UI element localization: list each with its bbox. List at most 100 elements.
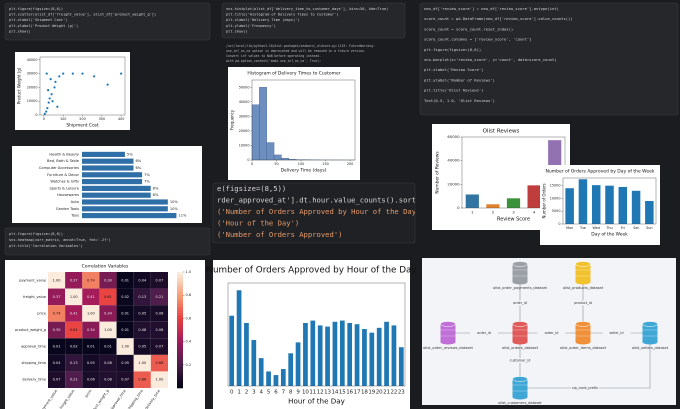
bar <box>310 320 316 386</box>
scatter-point <box>45 72 48 75</box>
heatmap-cell <box>48 354 66 372</box>
y-axis-label: Number of Orders <box>541 183 546 218</box>
scatter-point <box>53 86 56 89</box>
heatmap-cell <box>150 354 168 372</box>
node-label: olist_products_dataset <box>563 286 604 290</box>
edge-label: order_id <box>545 331 559 335</box>
edge-label-bg <box>537 330 566 336</box>
node-bottom <box>575 279 591 285</box>
colorbar-segment <box>177 306 183 310</box>
bar <box>631 190 641 224</box>
cell-label: 1.00 <box>138 361 146 365</box>
x-tick-label: 22 <box>390 389 397 395</box>
y-tick-label: 15000 <box>550 184 561 188</box>
cell-label: 0.21 <box>156 295 164 299</box>
cell-label: 0.07 <box>156 345 164 349</box>
x-tick-label: 200 <box>347 162 353 166</box>
heatmap-cell <box>133 338 151 355</box>
colorbar-segment <box>177 295 183 299</box>
code-line: score_count.columns = ['review_score', '… <box>424 37 531 42</box>
x-tick-label: 100 <box>60 117 66 121</box>
bar <box>258 358 264 386</box>
category-label: Housewares <box>57 193 79 197</box>
row-label: payment_value <box>19 278 46 282</box>
colorbar-segment <box>177 286 183 290</box>
colorbar-segment <box>177 356 183 360</box>
heatmap-cell <box>48 321 66 339</box>
cell-label: 0.37 <box>53 295 61 299</box>
histogram-bar <box>259 87 267 161</box>
cell-label: 0.01 <box>53 345 61 349</box>
x-tick-label: 2 <box>245 389 249 395</box>
edge-label-bg <box>569 300 597 306</box>
plot-frame <box>227 282 406 387</box>
heatmap-cell <box>99 272 117 289</box>
x-tick-label: 20 <box>376 389 383 395</box>
category-label: Watches & Gifts <box>50 180 79 184</box>
code-line: plt.title('Histogram of Delivery Times t… <box>226 13 339 17</box>
code-clip: /usr/local/lib/python3.10/dist-packages/… <box>226 44 375 63</box>
cell-label: 0.30 <box>104 278 112 282</box>
colorbar-segment <box>177 321 183 325</box>
bar <box>565 188 574 224</box>
cell-label: 0.02 <box>121 295 129 299</box>
y-tick-label: 0 <box>247 158 249 162</box>
heatmap-cell <box>150 321 168 339</box>
x-tick-label: 4 <box>259 389 263 395</box>
heatmap-cell <box>65 272 83 289</box>
y-tick-label: 40000 <box>239 100 250 104</box>
cell-label: 0.66 <box>156 361 164 365</box>
scatter-point <box>81 72 84 75</box>
x-tick-label: 15 <box>339 389 346 395</box>
code-line: sns.heatmap(corr_matrix, annot=True, fmt… <box>9 238 111 242</box>
cell-label: 0.07 <box>53 378 61 382</box>
row-label: freight_value <box>23 295 46 299</box>
value-label: 10% <box>170 207 179 211</box>
x-tick-label: 8 <box>289 389 293 395</box>
cell-label: 0.74 <box>53 311 62 315</box>
y-tick-label: 20000 <box>239 129 250 133</box>
code-line: ('Number of Orders Approved by Hour of t… <box>217 207 425 216</box>
heatmap-cell <box>65 305 83 322</box>
colorbar-segment <box>177 385 183 389</box>
scatter-point <box>54 80 57 83</box>
scatter-point <box>51 100 54 103</box>
heatmap-cell <box>65 321 83 339</box>
scatter-point <box>58 75 61 78</box>
heatmap-cell <box>116 321 134 339</box>
cell-label: 0.06 <box>156 311 164 315</box>
heatmap-cell <box>133 321 151 339</box>
scatter-point <box>62 72 65 75</box>
x-tick-label: 23 <box>398 389 405 395</box>
x-tick-label: 2 <box>492 209 495 214</box>
node-body <box>575 264 591 282</box>
node-label: olist_order_payments_dataset <box>493 286 548 290</box>
x-tick-label: 18 <box>361 389 368 395</box>
chart-title: Number of Orders Approved by Day of the … <box>545 169 654 175</box>
colorbar-segment <box>177 324 183 328</box>
plot-frame <box>251 79 356 161</box>
value-label: 6% <box>136 166 142 170</box>
node-bottom <box>512 394 528 400</box>
edge-label-bg <box>506 358 534 363</box>
y-tick-label: 0 <box>457 205 460 210</box>
x-tick-label: 21 <box>383 389 390 395</box>
code-line: plt.figure(figsize=(8,6)) <box>9 232 63 236</box>
node-label: olist_order_items_dataset <box>560 346 607 350</box>
chart-title: Olist Reviews <box>483 128 520 134</box>
y-tick-label: 10000 <box>27 99 38 103</box>
heatmap-cell <box>65 371 83 388</box>
scatter-point <box>49 77 52 81</box>
node-top <box>642 321 658 327</box>
cell-label: 0.61 <box>70 328 78 332</box>
node-top <box>575 261 591 267</box>
bar <box>369 332 375 386</box>
node-body <box>575 324 591 342</box>
bar <box>618 186 628 224</box>
cell-label: 0.21 <box>70 378 78 382</box>
code-panel <box>221 2 406 39</box>
bar <box>317 325 323 386</box>
bar <box>244 322 249 386</box>
code-clip: new_df['review_score'] = new_df['review_… <box>424 6 573 103</box>
